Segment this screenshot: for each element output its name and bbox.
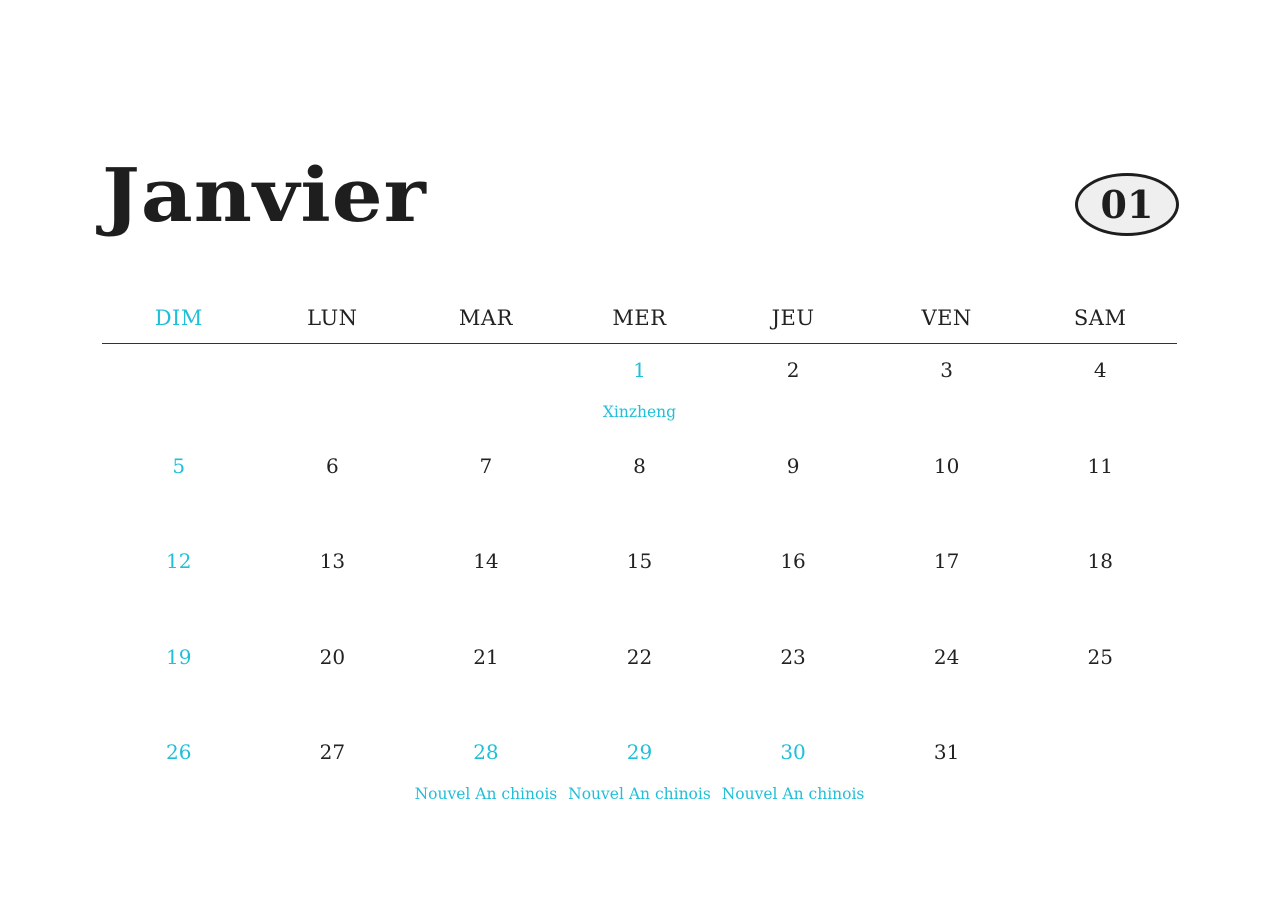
holiday-label: Nouvel An chinois xyxy=(414,785,558,803)
day-number: 30 xyxy=(780,740,806,764)
day-number: 25 xyxy=(1087,644,1113,669)
day-cell: 9 xyxy=(716,452,870,548)
day-cell: 7 xyxy=(409,452,563,548)
day-number: 24 xyxy=(933,644,960,669)
day-cell: 11 xyxy=(1023,452,1177,548)
weekday-dim: DIM xyxy=(154,306,203,330)
day-number: 8 xyxy=(633,453,646,478)
day-cell: 5 xyxy=(102,452,256,548)
day-cell: 15 xyxy=(563,547,717,643)
day-number: 29 xyxy=(626,740,653,764)
holiday-label: Nouvel An chinois xyxy=(568,785,711,803)
month-title: Janvier xyxy=(102,152,427,239)
weekday-lun: LUN xyxy=(307,306,358,330)
day-number: 21 xyxy=(473,644,499,669)
day-cell: 18 xyxy=(1023,547,1177,643)
day-cell: 13 xyxy=(256,547,410,643)
empty-cell xyxy=(102,356,256,452)
day-number: 11 xyxy=(1087,453,1113,478)
day-cell: 29 Nouvel An chinois xyxy=(563,738,717,834)
day-cell: 31 xyxy=(870,738,1024,834)
day-number: 13 xyxy=(319,549,346,573)
day-number: 19 xyxy=(166,644,192,669)
day-cell: 30 Nouvel An chinois xyxy=(716,738,870,834)
day-cell: 20 xyxy=(256,643,410,739)
day-number: 22 xyxy=(626,644,653,669)
holiday-label: Nouvel An chinois xyxy=(721,785,865,803)
day-cell: 25 xyxy=(1023,643,1177,739)
day-cell: 8 xyxy=(563,452,717,548)
day-number: 17 xyxy=(933,549,960,573)
day-number: 27 xyxy=(319,740,346,764)
day-number: 28 xyxy=(473,740,499,764)
day-number: 23 xyxy=(780,644,806,669)
day-cell: 28 Nouvel An chinois xyxy=(409,738,563,834)
weekday-jeu: JEU xyxy=(771,306,815,330)
holiday-label: Xinzheng xyxy=(602,403,677,421)
weekday-ven: VEN xyxy=(921,306,972,330)
day-number: 4 xyxy=(1093,358,1107,382)
day-cell: 21 xyxy=(409,643,563,739)
day-number: 20 xyxy=(319,644,346,669)
weekday-sam: SAM xyxy=(1073,306,1127,330)
day-cell: 17 xyxy=(870,547,1024,643)
day-number: 9 xyxy=(786,453,800,478)
empty-cell xyxy=(409,356,563,452)
day-cell: 19 xyxy=(102,643,256,739)
header-divider xyxy=(102,343,1177,344)
weekday-mer: MER xyxy=(612,306,667,330)
day-cell: 6 xyxy=(256,452,410,548)
day-cell: 24 xyxy=(870,643,1024,739)
calendar-grid: 1 Xinzheng 2 3 4 5 6 7 8 9 10 11 12 13 14 15 16 17 18 19 20 2… xyxy=(102,356,1177,834)
day-cell: 1 Xinzheng xyxy=(563,356,717,452)
day-cell: 3 xyxy=(870,356,1024,452)
day-cell: 4 xyxy=(1023,356,1177,452)
day-number: 5 xyxy=(172,453,186,478)
day-number: 12 xyxy=(166,549,192,573)
day-cell: 27 xyxy=(256,738,410,834)
empty-cell xyxy=(256,356,410,452)
month-number-badge: 01 xyxy=(1075,173,1179,236)
day-cell: 2 xyxy=(716,356,870,452)
day-number: 1 xyxy=(633,358,646,382)
day-cell: 10 xyxy=(870,452,1024,548)
empty-cell xyxy=(1023,738,1177,834)
day-number: 7 xyxy=(479,453,493,478)
day-number: 15 xyxy=(626,549,653,573)
day-cell: 22 xyxy=(563,643,717,739)
day-number: 16 xyxy=(780,549,806,573)
day-cell: 14 xyxy=(409,547,563,643)
weekday-header: DIM LUN MAR MER JEU VEN SAM xyxy=(102,306,1177,330)
day-cell: 16 xyxy=(716,547,870,643)
day-number: 31 xyxy=(933,740,960,764)
day-number: 6 xyxy=(325,453,339,478)
day-cell: 12 xyxy=(102,547,256,643)
day-cell: 26 xyxy=(102,738,256,834)
day-number: 10 xyxy=(933,453,960,478)
day-number: 14 xyxy=(473,549,499,573)
day-number: 26 xyxy=(166,740,192,764)
day-number: 18 xyxy=(1087,549,1113,573)
day-number: 3 xyxy=(940,358,953,382)
day-cell: 23 xyxy=(716,643,870,739)
day-number: 2 xyxy=(786,358,800,382)
weekday-mar: MAR xyxy=(458,306,513,330)
